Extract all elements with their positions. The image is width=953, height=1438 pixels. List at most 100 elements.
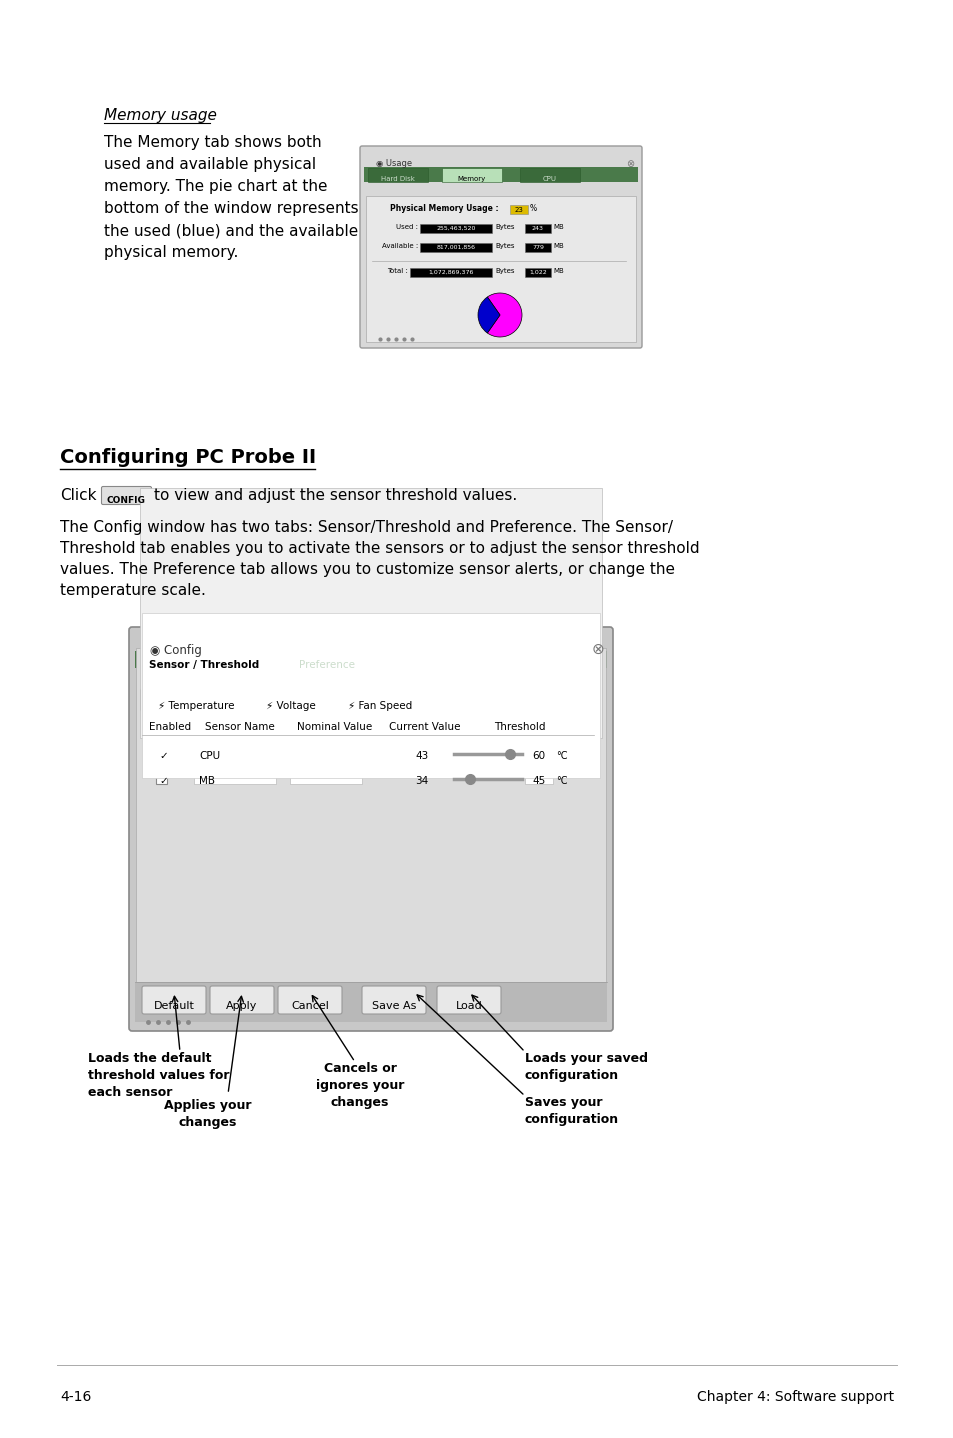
Text: MB: MB (553, 243, 563, 249)
Text: bottom of the window represents: bottom of the window represents (104, 201, 358, 216)
Text: Threshold tab enables you to activate the sensors or to adjust the sensor thresh: Threshold tab enables you to activate th… (60, 541, 699, 557)
Text: Bytes: Bytes (495, 243, 514, 249)
Bar (410, 267, 492, 278)
Text: Loads your saved
configuration: Loads your saved configuration (524, 1053, 647, 1081)
Bar (135, 651, 606, 669)
Text: Loads the default
threshold values for
each sensor: Loads the default threshold values for e… (88, 1053, 230, 1099)
Text: ✓: ✓ (159, 751, 168, 761)
Text: Current Value: Current Value (389, 722, 460, 732)
Text: 23: 23 (514, 207, 523, 213)
Bar (441, 168, 501, 183)
Bar (524, 267, 551, 278)
Text: physical memory.: physical memory. (104, 244, 238, 260)
Text: Memory usage: Memory usage (104, 108, 216, 124)
Text: ◉ Usage: ◉ Usage (375, 160, 412, 168)
Text: ⚡ Temperature: ⚡ Temperature (157, 700, 234, 710)
Text: Preference: Preference (298, 660, 355, 670)
FancyBboxPatch shape (141, 689, 247, 710)
Text: °C: °C (556, 777, 567, 787)
Bar (524, 774, 553, 784)
Text: Nominal Value: Nominal Value (297, 722, 373, 732)
Bar (524, 224, 551, 233)
Text: 4-16: 4-16 (60, 1391, 91, 1403)
Text: Configuring PC Probe II: Configuring PC Probe II (60, 449, 315, 467)
FancyBboxPatch shape (249, 689, 333, 710)
Text: The Memory tab shows both: The Memory tab shows both (104, 135, 321, 150)
Text: memory. The pie chart at the: memory. The pie chart at the (104, 178, 327, 194)
FancyBboxPatch shape (101, 486, 152, 505)
Text: 1,022: 1,022 (529, 270, 546, 275)
Bar (510, 206, 527, 214)
Bar (135, 982, 606, 1022)
Text: CPU: CPU (199, 751, 220, 761)
FancyBboxPatch shape (129, 627, 613, 1031)
Bar (419, 243, 492, 252)
Text: The Config window has two tabs: Sensor/Threshold and Preference. The Sensor/: The Config window has two tabs: Sensor/T… (60, 521, 672, 535)
Bar (366, 196, 636, 342)
Text: ⚡ Voltage: ⚡ Voltage (266, 700, 315, 710)
Text: ◉ Config: ◉ Config (150, 644, 202, 657)
Bar (136, 649, 605, 984)
Bar (524, 243, 551, 252)
Bar (142, 613, 599, 778)
FancyBboxPatch shape (210, 986, 274, 1014)
Text: MB: MB (553, 267, 563, 275)
Text: CONFIG: CONFIG (107, 496, 145, 505)
Text: 34: 34 (415, 777, 428, 787)
Text: Available :: Available : (381, 243, 417, 249)
Text: Bytes: Bytes (495, 267, 514, 275)
Text: °C: °C (556, 751, 567, 761)
Wedge shape (477, 298, 499, 334)
Text: Memory: Memory (457, 175, 486, 183)
Text: the used (blue) and the available: the used (blue) and the available (104, 223, 358, 239)
Text: Cancels or
ignores your
changes: Cancels or ignores your changes (315, 1063, 404, 1109)
Text: Physical Memory Usage :: Physical Memory Usage : (390, 204, 498, 213)
Text: CPU: CPU (542, 175, 557, 183)
Text: values. The Preference tab allows you to customize sensor alerts, or change the: values. The Preference tab allows you to… (60, 562, 675, 577)
Bar (419, 224, 492, 233)
Bar (274, 651, 379, 669)
Text: 43: 43 (415, 751, 428, 761)
Text: 45: 45 (532, 777, 545, 787)
Text: ⊗: ⊗ (592, 641, 604, 657)
Text: Default: Default (153, 1001, 194, 1011)
Text: 60: 60 (532, 751, 545, 761)
Text: MB: MB (199, 777, 214, 787)
FancyBboxPatch shape (436, 986, 500, 1014)
Text: ✓: ✓ (159, 777, 168, 787)
Text: Saves your
configuration: Saves your configuration (524, 1096, 618, 1126)
Text: Total :: Total : (387, 267, 408, 275)
Bar (364, 167, 638, 183)
Bar (519, 168, 579, 183)
Bar (368, 168, 428, 183)
Bar (193, 774, 275, 784)
Bar (140, 690, 598, 710)
Text: Enabled: Enabled (149, 722, 191, 732)
Text: Apply: Apply (226, 1001, 257, 1011)
Text: Click: Click (60, 487, 96, 503)
Text: 243: 243 (532, 226, 543, 232)
FancyBboxPatch shape (335, 689, 424, 710)
Text: MB: MB (553, 224, 563, 230)
Text: 255,463,520: 255,463,520 (436, 226, 476, 232)
Text: %: % (530, 204, 537, 213)
Text: Applies your
changes: Applies your changes (164, 1099, 252, 1129)
Text: 779: 779 (532, 244, 543, 250)
Bar (156, 774, 167, 784)
Text: Load: Load (456, 1001, 482, 1011)
Bar (156, 748, 167, 759)
Bar (138, 651, 270, 669)
Bar (193, 748, 275, 759)
Text: to view and adjust the sensor threshold values.: to view and adjust the sensor threshold … (153, 487, 517, 503)
FancyBboxPatch shape (142, 986, 206, 1014)
Text: ⚡ Fan Speed: ⚡ Fan Speed (348, 700, 412, 710)
Bar (290, 774, 361, 784)
Text: Hard Disk: Hard Disk (380, 175, 415, 183)
Wedge shape (487, 293, 521, 336)
Text: used and available physical: used and available physical (104, 157, 315, 173)
Text: Sensor Name: Sensor Name (205, 722, 274, 732)
Text: 817,001,856: 817,001,856 (436, 244, 475, 250)
Bar (140, 487, 601, 738)
Text: Bytes: Bytes (495, 224, 514, 230)
Text: ⊗: ⊗ (625, 160, 634, 170)
